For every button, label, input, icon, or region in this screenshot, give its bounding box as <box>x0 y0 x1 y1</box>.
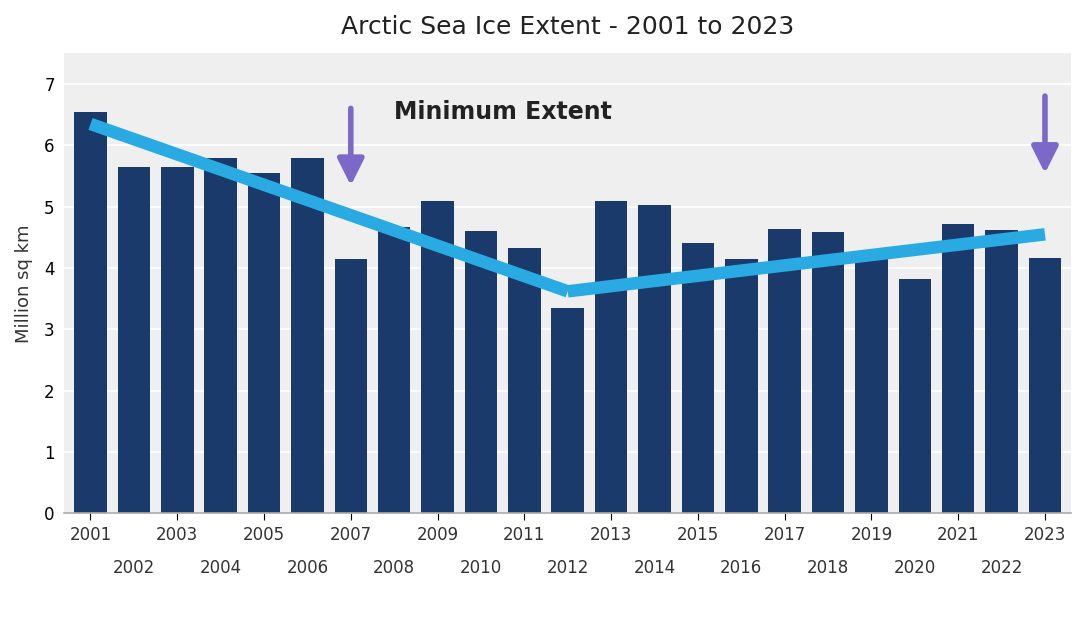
Bar <box>1028 258 1061 513</box>
Bar <box>725 260 758 513</box>
Bar <box>682 243 715 513</box>
Bar <box>942 224 974 513</box>
Bar <box>291 158 324 513</box>
Text: 2020: 2020 <box>894 560 936 577</box>
Text: 2004: 2004 <box>200 560 242 577</box>
Bar <box>334 259 367 513</box>
Text: Minimum Extent: Minimum Extent <box>394 99 613 123</box>
Bar <box>508 248 541 513</box>
Text: 2002: 2002 <box>113 560 155 577</box>
Bar <box>985 230 1018 513</box>
Bar <box>898 279 931 513</box>
Text: 2016: 2016 <box>720 560 762 577</box>
Bar <box>161 167 193 513</box>
Bar <box>378 227 411 513</box>
Bar <box>248 173 280 513</box>
Text: 2008: 2008 <box>374 560 415 577</box>
Bar <box>421 201 454 513</box>
Text: 2006: 2006 <box>287 560 328 577</box>
Bar <box>465 231 497 513</box>
Bar <box>855 260 887 513</box>
Text: 2018: 2018 <box>807 560 849 577</box>
Text: 2012: 2012 <box>546 560 589 577</box>
Text: 2010: 2010 <box>459 560 502 577</box>
Bar <box>595 201 628 513</box>
Text: 2022: 2022 <box>981 560 1023 577</box>
Bar <box>117 167 150 513</box>
Bar <box>74 111 106 513</box>
Title: Arctic Sea Ice Extent - 2001 to 2023: Arctic Sea Ice Extent - 2001 to 2023 <box>341 15 794 39</box>
Y-axis label: Million sq km: Million sq km <box>15 224 33 342</box>
Bar <box>552 308 584 513</box>
Bar <box>811 232 844 513</box>
Bar <box>769 229 801 513</box>
Bar <box>204 158 237 513</box>
Text: 2014: 2014 <box>633 560 675 577</box>
Bar <box>639 206 671 513</box>
